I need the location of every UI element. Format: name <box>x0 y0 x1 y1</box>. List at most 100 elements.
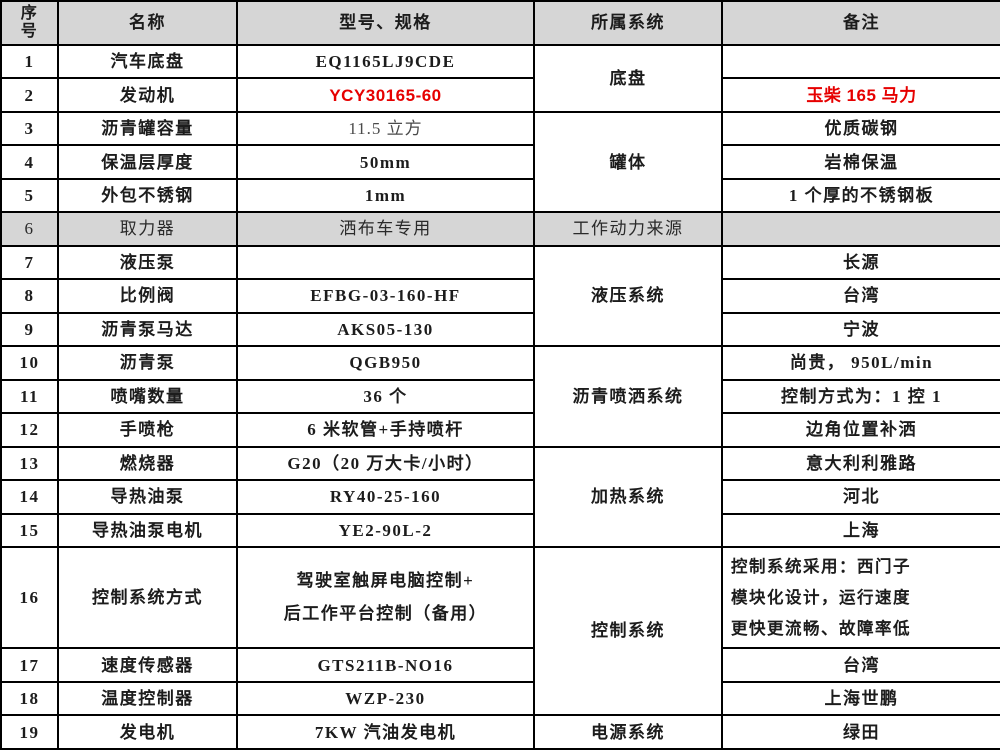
cell-model: QGB950 <box>236 345 535 381</box>
cell-name: 手喷枪 <box>57 412 238 448</box>
cell-name: 发电机 <box>57 714 238 750</box>
cell-model: EQ1165LJ9CDE <box>236 43 535 80</box>
table-row: 2 发动机 YCY30165-60 玉柴 165 马力 <box>0 77 1000 113</box>
cell-remark: 边角位置补洒 <box>721 412 1000 448</box>
cell-remark: 尚贵， 950L/min <box>721 345 1000 381</box>
cell-no: 10 <box>0 345 59 381</box>
table-row: 19 发电机 7KW 汽油发电机 电源系统 绿田 <box>0 714 1000 750</box>
cell-name: 喷嘴数量 <box>57 378 238 415</box>
cell-model <box>236 244 535 281</box>
cell-model: 洒布车专用 <box>236 211 535 247</box>
cell-name: 控制系统方式 <box>57 546 238 650</box>
cell-no: 4 <box>0 144 59 180</box>
cell-model: 驾驶室触屏电脑控制+ 后工作平台控制（备用） <box>236 546 535 650</box>
cell-remark <box>721 211 1000 247</box>
cell-remark: 岩棉保温 <box>721 144 1000 180</box>
cell-remark: 长源 <box>721 244 1000 281</box>
column-header-model: 型号、规格 <box>236 0 535 46</box>
cell-system: 控制系统 <box>533 546 723 717</box>
cell-no: 9 <box>0 311 59 348</box>
cell-no: 6 <box>0 211 59 247</box>
cell-model: 7KW 汽油发电机 <box>236 714 535 750</box>
cell-model: YCY30165-60 <box>236 77 535 113</box>
cell-remark: 控制方式为：1 控 1 <box>721 378 1000 415</box>
cell-name: 导热油泵 <box>57 479 238 515</box>
cell-name: 沥青泵马达 <box>57 311 238 348</box>
cell-no: 13 <box>0 445 59 482</box>
cell-remark: 绿田 <box>721 714 1000 750</box>
table-row: 3 沥青罐容量 11.5 立方 罐体 优质碳钢 <box>0 110 1000 214</box>
cell-name: 发动机 <box>57 77 238 113</box>
cell-model: 1mm <box>236 177 535 214</box>
cell-remark: 意大利利雅路 <box>721 445 1000 482</box>
table-row: 13 燃烧器 G20（20 万大卡/小时） 加热系统 意大利利雅路 <box>0 445 1000 549</box>
cell-remark: 河北 <box>721 479 1000 515</box>
cell-model: 36 个 <box>236 378 535 415</box>
table-row: 18 温度控制器 WZP-230 上海世鹏 <box>0 680 1000 717</box>
table-row: 5 外包不锈钢 1mm 1 个厚的不锈钢板 <box>0 177 1000 214</box>
column-header-system: 所属系统 <box>533 0 723 46</box>
cell-name: 沥青罐容量 <box>57 110 238 147</box>
cell-remark: 1 个厚的不锈钢板 <box>721 177 1000 214</box>
cell-no: 5 <box>0 177 59 214</box>
table-row: 8 比例阀 EFBG-03-160-HF 台湾 <box>0 278 1000 314</box>
cell-system: 底盘 <box>533 44 723 113</box>
cell-no: 15 <box>0 512 59 549</box>
table-row: 12 手喷枪 6 米软管+手持喷杆 边角位置补洒 <box>0 412 1000 448</box>
table-row: 17 速度传感器 GTS211B-NO16 台湾 <box>0 647 1000 683</box>
cell-name: 温度控制器 <box>57 680 238 717</box>
cell-remark: 宁波 <box>721 311 1000 348</box>
table-row: 9 沥青泵马达 AKS05-130 宁波 <box>0 311 1000 348</box>
cell-model: GTS211B-NO16 <box>236 647 535 683</box>
cell-remark: 上海世鹏 <box>721 680 1000 717</box>
cell-remark: 台湾 <box>721 278 1000 314</box>
cell-remark: 控制系统采用：西门子 模块化设计，运行速度 更快更流畅、故障率低 <box>721 546 1000 650</box>
table-row: 14 导热油泵 RY40-25-160 河北 <box>0 479 1000 515</box>
cell-name: 速度传感器 <box>57 647 238 683</box>
table-header: 序 号名称 型号、规格 所属系统 备注 <box>0 0 1000 46</box>
cell-model: EFBG-03-160-HF <box>236 278 535 314</box>
cell-name: 沥青泵 <box>57 345 238 381</box>
table-row: 6 取力器 洒布车专用 工作动力来源 <box>0 211 1000 247</box>
table-row: 15 导热油泵电机 YE2-90L-2 上海 <box>0 512 1000 549</box>
cell-model: G20（20 万大卡/小时） <box>236 445 535 482</box>
cell-model: YE2-90L-2 <box>236 512 535 549</box>
cell-name: 取力器 <box>57 211 238 247</box>
cell-no: 1 <box>0 43 59 80</box>
column-header-no: 序 号 <box>0 0 59 46</box>
cell-remark <box>721 43 1000 80</box>
header-row: 序 号名称 型号、规格 所属系统 备注 <box>0 0 1000 46</box>
cell-model: 6 米软管+手持喷杆 <box>236 412 535 448</box>
table-row: 1 汽车底盘 EQ1165LJ9CDE 底盘 <box>0 43 1000 113</box>
table-body: 1 汽车底盘 EQ1165LJ9CDE 底盘 2 发动机 YCY30165-60 玉柴 165… <box>0 43 1000 750</box>
cell-system: 工作动力来源 <box>533 211 723 247</box>
table-row: 10 沥青泵 QGB950 沥青喷洒系统 尚贵， 950L/min <box>0 345 1000 448</box>
cell-system: 电源系统 <box>533 714 723 750</box>
cell-model: 11.5 立方 <box>236 110 535 147</box>
cell-no: 8 <box>0 278 59 314</box>
cell-no: 7 <box>0 244 59 281</box>
cell-name: 外包不锈钢 <box>57 177 238 214</box>
cell-name: 汽车底盘 <box>57 43 238 80</box>
cell-name: 液压泵 <box>57 244 238 281</box>
table-row: 16 控制系统方式 驾驶室触屏电脑控制+ 后工作平台控制（备用） 控制系统 控制系统采用… <box>0 546 1000 717</box>
cell-no: 3 <box>0 110 59 147</box>
cell-model: 50mm <box>236 144 535 180</box>
cell-name: 保温层厚度 <box>57 144 238 180</box>
cell-no: 12 <box>0 412 59 448</box>
table-row: 7 液压泵 液压系统 长源 <box>0 244 1000 348</box>
cell-no: 19 <box>0 714 59 750</box>
cell-name: 导热油泵电机 <box>57 512 238 549</box>
table-row: 4 保温层厚度 50mm 岩棉保温 <box>0 144 1000 180</box>
cell-model: WZP-230 <box>236 680 535 717</box>
cell-no: 14 <box>0 479 59 515</box>
cell-system: 罐体 <box>533 110 723 214</box>
table-row: 11 喷嘴数量 36 个 控制方式为：1 控 1 <box>0 378 1000 415</box>
cell-no: 17 <box>0 647 59 683</box>
column-header-remark: 备注 <box>721 0 1000 46</box>
cell-no: 2 <box>0 77 59 113</box>
cell-name: 比例阀 <box>57 278 238 314</box>
cell-no: 18 <box>0 680 59 717</box>
cell-model: RY40-25-160 <box>236 479 535 515</box>
